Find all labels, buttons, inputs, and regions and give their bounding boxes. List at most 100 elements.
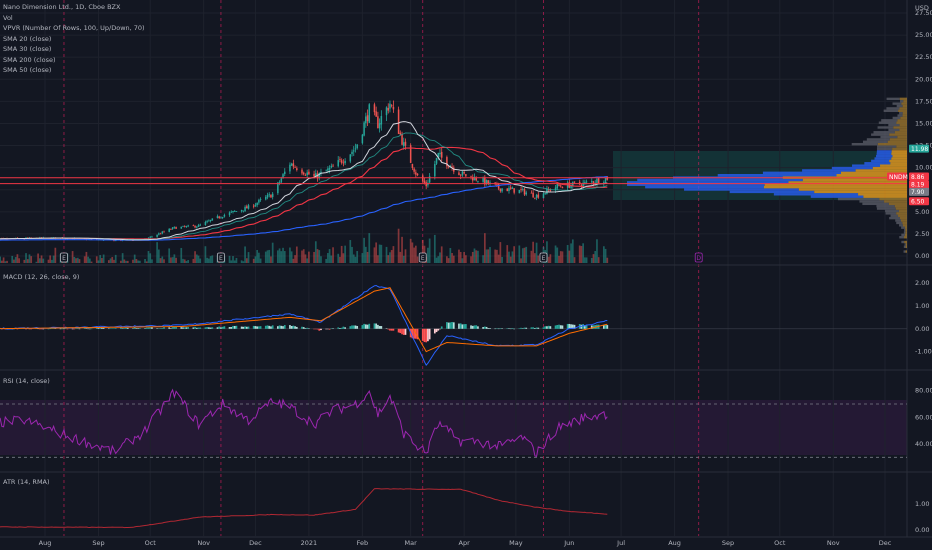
candle-body bbox=[308, 171, 310, 175]
macd-histogram-bar bbox=[85, 328, 88, 329]
vpvr-down-bar bbox=[899, 128, 907, 132]
macd-histogram-bar bbox=[163, 327, 165, 329]
volume-bar bbox=[183, 259, 186, 263]
rsi-line bbox=[0, 388, 608, 458]
volume-bar bbox=[320, 256, 322, 263]
candle-body bbox=[252, 205, 255, 207]
volume-bar bbox=[52, 255, 55, 263]
macd-title[interactable]: MACD (12, 26, close, 9) bbox=[3, 273, 80, 281]
sma30-legend[interactable]: SMA 30 (close) bbox=[3, 45, 52, 53]
volume-bar bbox=[313, 251, 315, 263]
macd-histogram-bar bbox=[556, 324, 559, 329]
volume-bar bbox=[75, 258, 77, 263]
candle-body bbox=[385, 107, 388, 116]
candle-body bbox=[375, 111, 377, 117]
macd-histogram-bar bbox=[459, 323, 462, 329]
candle-body bbox=[220, 217, 222, 219]
volume-bar bbox=[473, 248, 476, 263]
macd-histogram-bar bbox=[88, 328, 91, 330]
candle-body bbox=[556, 183, 559, 189]
macd-histogram-bar bbox=[223, 326, 226, 329]
candle-body bbox=[447, 166, 450, 168]
atr-title[interactable]: ATR (14, RMA) bbox=[3, 478, 50, 486]
macd-histogram-bar bbox=[59, 328, 62, 330]
vpvr-legend[interactable]: VPVR (Number Of Rows, 100, Up/Down, 70) bbox=[3, 24, 145, 32]
macd-histogram-bar bbox=[330, 328, 333, 329]
time-tick-label: Nov bbox=[827, 539, 840, 547]
macd-histogram-bar bbox=[233, 325, 236, 329]
volume-bar bbox=[375, 242, 378, 263]
volume-bar bbox=[292, 258, 295, 263]
volume-bar bbox=[416, 256, 419, 263]
candle-body bbox=[580, 185, 583, 187]
candle-body bbox=[451, 166, 453, 168]
time-tick-label: Nov bbox=[197, 539, 210, 547]
sma200-legend[interactable]: SMA 200 (close) bbox=[3, 55, 56, 64]
volume-bar bbox=[49, 255, 52, 263]
volume-bar bbox=[366, 251, 369, 263]
macd-tick-label: 0.00 bbox=[915, 325, 929, 333]
rsi-title[interactable]: RSI (14, close) bbox=[3, 377, 50, 385]
vpvr-down-bar bbox=[898, 214, 907, 217]
volume-bar bbox=[604, 248, 607, 263]
volume-bar bbox=[568, 250, 571, 263]
volume-bar bbox=[427, 247, 429, 263]
vpvr-down-bar bbox=[890, 162, 907, 165]
macd-histogram-bar bbox=[254, 326, 257, 329]
volume-bar bbox=[252, 258, 255, 263]
macd-histogram-bar bbox=[570, 324, 572, 329]
volume-bar bbox=[13, 259, 15, 263]
volume-bar bbox=[530, 250, 533, 263]
candle-body bbox=[283, 171, 286, 175]
vpvr-down-bar bbox=[892, 147, 907, 151]
price-tick-label: 17.50 bbox=[915, 97, 932, 105]
volume-bar bbox=[489, 247, 491, 263]
candle-body bbox=[511, 187, 514, 189]
price-tags: NNDM 8.86 11.98 8.197.90 6.50 bbox=[887, 144, 929, 206]
candle-body bbox=[330, 165, 333, 168]
candle-body bbox=[522, 188, 524, 190]
candle-body bbox=[489, 182, 491, 184]
price-tick-label: 20.00 bbox=[915, 75, 932, 83]
candle-body bbox=[380, 116, 383, 125]
vpvr-down-bar bbox=[877, 142, 907, 146]
sma20-legend[interactable]: SMA 20 (close) bbox=[3, 34, 52, 43]
price-tag-label: 8.86 bbox=[911, 174, 925, 181]
macd-histogram-bar bbox=[461, 324, 464, 329]
candle-body bbox=[232, 210, 234, 213]
candle-body bbox=[597, 178, 600, 184]
volume-bar bbox=[0, 256, 2, 263]
candle-body bbox=[296, 168, 298, 171]
volume-bar bbox=[409, 238, 412, 263]
price-tag bbox=[909, 172, 929, 181]
candle-body bbox=[547, 189, 550, 191]
vpvr-down-bar bbox=[896, 145, 907, 148]
volume-bar bbox=[440, 246, 443, 263]
volume-bar bbox=[254, 256, 257, 263]
macd-histogram-bar bbox=[494, 328, 497, 330]
volume-bar bbox=[537, 255, 540, 263]
symbol-title[interactable]: Nano Dimension Ltd., 1D, Cboe BZX bbox=[3, 3, 121, 11]
vpvr-down-bar bbox=[900, 116, 907, 120]
volume-bar bbox=[302, 249, 305, 263]
macd-histogram-bar bbox=[497, 328, 500, 330]
volume-bar bbox=[88, 258, 91, 263]
macd-histogram-bar bbox=[534, 328, 536, 329]
volume-legend[interactable]: Vol bbox=[3, 13, 13, 22]
vpvr-up-bar bbox=[837, 197, 880, 201]
macd-histogram-bar bbox=[101, 327, 103, 329]
vpvr-up-bar bbox=[899, 224, 903, 227]
macd-histogram-bar bbox=[427, 328, 429, 342]
sma50-legend[interactable]: SMA 50 (close) bbox=[3, 66, 52, 74]
atr-tick-label: 0.00 bbox=[915, 526, 929, 534]
volume-bar bbox=[54, 247, 57, 263]
macd-histogram-bar bbox=[428, 328, 431, 340]
candle-body bbox=[523, 189, 526, 195]
candle-body bbox=[199, 224, 202, 226]
macd-histogram-bar bbox=[37, 328, 39, 330]
volume-bar bbox=[499, 242, 502, 263]
volume-bar bbox=[211, 255, 214, 263]
vpvr-down-bar bbox=[896, 212, 907, 215]
macd-histogram-bar bbox=[78, 328, 81, 330]
